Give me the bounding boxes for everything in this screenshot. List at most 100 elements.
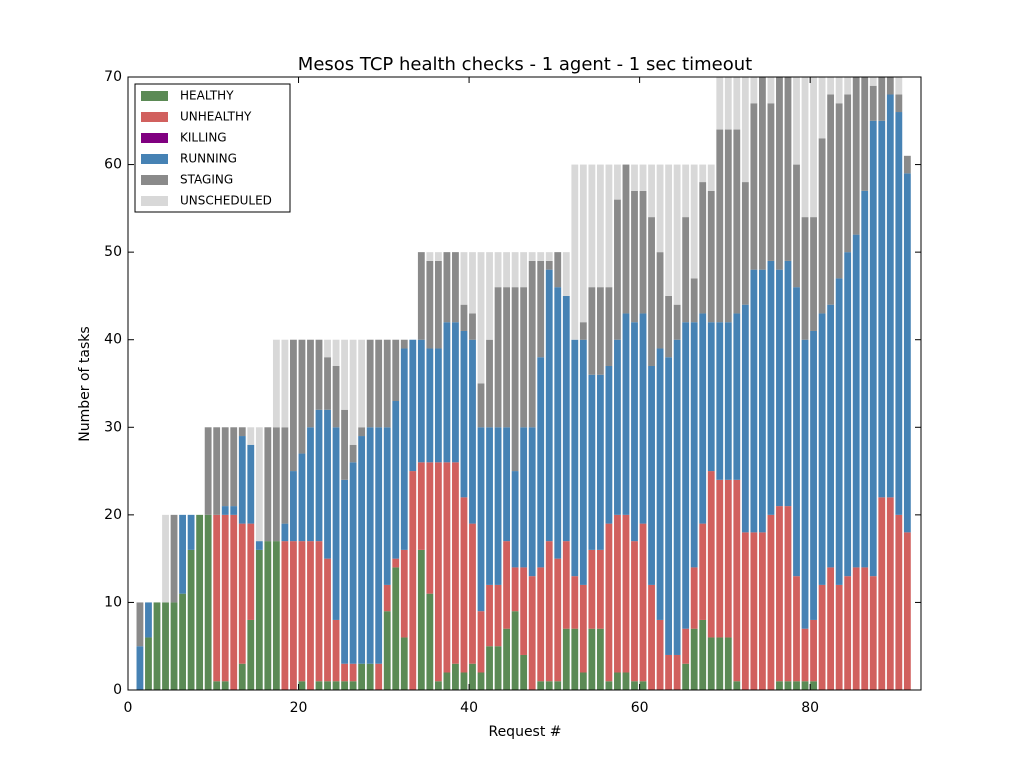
bar-segment [520,654,528,690]
bar-segment [383,427,391,585]
bar-segment [383,339,391,428]
bar-segment [716,637,724,690]
bar-segment [665,357,673,655]
bar-segment [903,155,911,174]
bar-segment [690,567,698,629]
bar-segment [511,471,519,568]
bar-segment [452,322,459,463]
bar-segment [324,409,331,559]
bar-segment [724,479,732,638]
bar-segment [793,164,800,288]
bar-segment [537,357,545,568]
bar-segment [349,663,357,682]
bar-segment [238,427,246,437]
bar-segment [810,217,817,331]
bar-segment [784,77,792,261]
bar-segment [469,313,476,340]
bar-segment [818,138,826,314]
bar-segment [443,462,451,673]
bar-segment [724,129,732,323]
bar-segment [750,269,758,533]
bar-segment [673,304,681,340]
bar-segment [776,77,783,270]
bar-segment [596,287,604,375]
bar-segment [494,646,502,690]
bar-segment [469,523,476,664]
bar-segment [614,164,621,200]
bar-segment [281,427,289,524]
bar-segment [835,278,843,585]
bar-segment [162,514,169,603]
bar-segment [511,252,519,288]
bar-segment [392,558,400,568]
bar-segment [656,252,664,349]
bar-segment [579,322,587,340]
bar-segment [562,252,570,296]
legend-swatch [141,112,168,122]
bar-segment [452,462,459,664]
bar-segment [238,436,246,524]
bar-segment [588,287,596,375]
bar-segment [707,164,715,191]
bar-segment [895,514,903,690]
bar-segment [622,164,630,314]
bar-segment [605,164,613,288]
bar-segment [307,339,314,428]
bar-segment [579,339,587,585]
bar-segment [793,287,800,577]
bar-segment [545,541,553,682]
bar-segment [537,252,545,261]
bar-segment [545,260,553,270]
bar-segment [332,681,340,690]
bar-segment [579,584,587,673]
bar-segment [247,427,255,445]
bar-segment [682,628,690,664]
bar-segment [324,558,331,682]
bar-segment [324,681,331,690]
bar-segment [477,252,485,384]
legend-swatch [141,175,168,185]
y-tick-label: 60 [104,157,122,173]
bar-segment [758,269,766,533]
y-tick-label: 30 [104,419,122,435]
bar-segment [247,619,255,690]
bar-segment [648,365,655,585]
bar-segment [426,348,434,463]
bar-segment [315,409,323,542]
bar-segment [741,532,749,690]
bar-segment [400,339,408,349]
x-tick-label: 80 [801,700,819,716]
bar-segment [835,77,843,104]
x-tick-label: 60 [631,700,649,716]
bar-segment [520,252,528,288]
bar-segment [886,497,894,690]
bar-segment [588,164,596,288]
bar-segment [545,681,553,690]
bar-segment [818,77,826,139]
bar-segment [665,654,673,690]
bar-segment [631,541,638,682]
bar-segment [682,663,690,690]
bar-segment [622,672,630,690]
bar-segment [315,339,323,410]
bar-segment [375,427,383,664]
bar-segment [196,514,204,690]
bar-segment [281,541,289,690]
bar-segment [221,506,229,515]
bar-segment [486,584,493,647]
bar-segment [179,514,186,594]
bar-segment [596,164,604,288]
bar-segment [486,252,493,340]
bar-segment [375,339,383,428]
bar-segment [486,427,493,585]
bar-segment [528,252,536,261]
bar-segment [469,663,476,690]
bar-segment [511,287,519,472]
bar-segment [477,427,485,612]
bar-segment [835,584,843,690]
bar-segment [486,339,493,428]
bar-segment [690,164,698,279]
bar-segment [827,304,835,568]
y-tick-label: 20 [104,507,122,523]
bar-segment [844,576,852,690]
